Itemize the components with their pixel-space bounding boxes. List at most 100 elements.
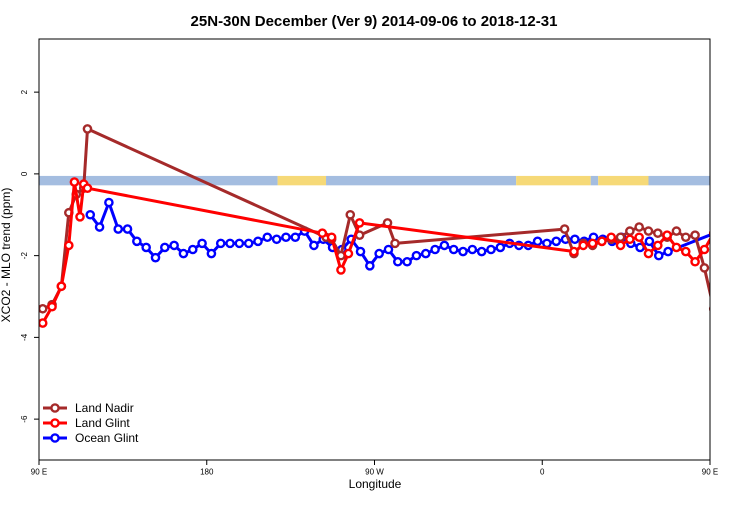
data-point-ocean-glint bbox=[644, 236, 655, 247]
data-point-land-glint bbox=[587, 238, 598, 249]
y-tick-label: -2 bbox=[20, 252, 29, 260]
data-point-land-nadir bbox=[82, 124, 93, 134]
data-point-ocean-glint bbox=[532, 236, 543, 247]
data-point-ocean-glint bbox=[169, 240, 179, 251]
series-land-glint bbox=[39, 177, 749, 328]
data-point-land-nadir bbox=[719, 301, 726, 308]
data-point-land-glint bbox=[725, 225, 732, 232]
data-point-ocean-glint bbox=[402, 256, 412, 267]
data-point-ocean-glint bbox=[215, 238, 226, 249]
x-tick-label: 90 E bbox=[702, 468, 718, 477]
data-point-ocean-glint bbox=[271, 234, 282, 245]
plot-frame bbox=[38, 38, 711, 461]
data-point-land-nadir bbox=[39, 303, 48, 314]
data-point-ocean-glint bbox=[187, 244, 198, 255]
data-point-ocean-glint bbox=[141, 242, 151, 253]
data-point-land-nadir bbox=[653, 228, 663, 238]
data-point-land-glint bbox=[75, 212, 85, 222]
data-point-ocean-glint bbox=[281, 232, 291, 243]
data-point-ocean-glint bbox=[439, 240, 450, 251]
legend-label: Land Nadir bbox=[75, 401, 134, 415]
data-point-land-nadir bbox=[744, 191, 750, 198]
data-point-ocean-glint bbox=[104, 197, 114, 208]
data-point-land-glint bbox=[708, 230, 710, 237]
data-point-land-glint bbox=[606, 232, 617, 243]
data-point-land-glint bbox=[354, 218, 365, 228]
legend-swatch-marker bbox=[50, 433, 60, 443]
data-point-land-glint bbox=[625, 234, 635, 245]
mask-segment-land bbox=[516, 175, 591, 186]
data-point-land-glint bbox=[336, 265, 346, 275]
y-tick-label: -6 bbox=[20, 415, 29, 423]
data-point-ocean-glint bbox=[430, 244, 440, 255]
data-point-land-nadir bbox=[390, 238, 400, 249]
data-point-land-glint bbox=[82, 183, 93, 193]
data-point-land-nadir bbox=[671, 226, 682, 236]
data-point-ocean-glint bbox=[234, 238, 245, 249]
data-point-ocean-glint bbox=[420, 248, 431, 259]
data-point-land-glint bbox=[578, 240, 589, 251]
y-tick-label: 2 bbox=[20, 89, 29, 94]
data-point-ocean-glint bbox=[365, 261, 375, 271]
mask-segment-ocean bbox=[590, 175, 599, 186]
y-axis-label: XCO2 - MLO trend (ppm) bbox=[0, 188, 13, 323]
land-ocean-mask bbox=[39, 175, 710, 186]
mask-segment-ocean bbox=[648, 175, 710, 186]
data-point-land-nadir bbox=[729, 283, 736, 290]
x-tick-label: 0 bbox=[540, 468, 545, 477]
data-point-ocean-glint bbox=[374, 248, 384, 259]
series-land-nadir bbox=[39, 124, 750, 314]
data-point-land-glint bbox=[39, 318, 48, 328]
data-point-land-glint bbox=[343, 248, 354, 259]
data-point-ocean-glint bbox=[150, 252, 161, 263]
x-axis: 90 E 180 90 W 0 90 E bbox=[31, 460, 718, 477]
data-point-ocean-glint bbox=[253, 236, 263, 247]
data-point-land-glint bbox=[64, 240, 74, 251]
data-point-land-glint bbox=[680, 246, 691, 257]
legend-swatch-marker bbox=[50, 403, 60, 413]
data-point-ocean-glint bbox=[663, 246, 673, 257]
x-axis-label: Longitude bbox=[349, 477, 402, 491]
data-point-land-nadir bbox=[345, 209, 356, 220]
legend-label: Ocean Glint bbox=[75, 431, 139, 445]
data-point-ocean-glint bbox=[243, 238, 254, 249]
data-point-land-nadir bbox=[634, 222, 644, 232]
data-point-land-nadir bbox=[615, 232, 626, 243]
data-point-ocean-glint bbox=[411, 250, 422, 261]
data-point-land-glint bbox=[742, 319, 749, 326]
series-line-land-nadir bbox=[42, 127, 710, 311]
data-point-land-glint bbox=[317, 228, 328, 238]
y-tick-label: 0 bbox=[20, 171, 29, 176]
data-point-land-glint bbox=[662, 230, 672, 240]
data-point-ocean-glint bbox=[206, 248, 217, 259]
data-point-ocean-glint bbox=[290, 232, 301, 243]
data-point-land-glint bbox=[326, 232, 337, 243]
data-point-ocean-glint bbox=[160, 242, 170, 253]
data-point-land-nadir bbox=[699, 263, 710, 273]
data-point-ocean-glint bbox=[476, 246, 487, 257]
legend-swatch-marker bbox=[50, 418, 60, 428]
series-layer bbox=[39, 124, 750, 328]
data-point-land-glint bbox=[653, 240, 663, 251]
data-point-ocean-glint bbox=[113, 224, 124, 234]
data-point-land-glint bbox=[56, 281, 67, 292]
mask-segment-ocean bbox=[39, 175, 278, 186]
data-point-ocean-glint bbox=[570, 234, 580, 245]
data-point-land-nadir bbox=[708, 305, 710, 312]
data-point-land-nadir bbox=[680, 232, 691, 243]
data-point-land-nadir bbox=[690, 230, 700, 240]
x-tick-label: 90 E bbox=[31, 468, 47, 477]
data-point-land-nadir bbox=[625, 226, 635, 236]
data-point-land-glint bbox=[699, 244, 710, 255]
y-tick-label: -4 bbox=[20, 333, 29, 341]
data-point-land-glint bbox=[47, 301, 57, 312]
data-point-land-nadir bbox=[736, 209, 743, 216]
data-point-land-glint bbox=[634, 232, 644, 243]
data-point-land-nadir bbox=[559, 224, 570, 234]
data-point-ocean-glint bbox=[392, 256, 403, 267]
data-point-ocean-glint bbox=[448, 244, 459, 255]
data-point-ocean-glint bbox=[542, 238, 552, 249]
